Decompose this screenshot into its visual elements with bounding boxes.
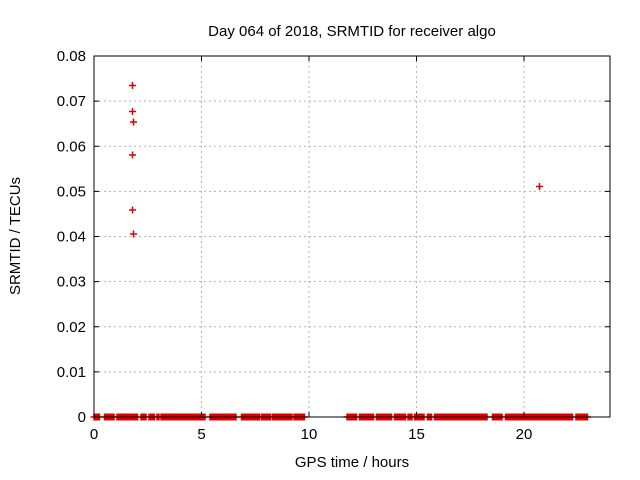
chart-title: Day 064 of 2018, SRMTID for receiver alg…	[208, 23, 496, 40]
y-tick-label: 0.06	[57, 138, 86, 155]
y-tick-label: 0.05	[57, 183, 86, 200]
y-tick-label: 0.04	[57, 229, 86, 246]
data-point-markers	[90, 82, 591, 421]
x-tick-label: 5	[197, 426, 205, 443]
y-tick-label: 0.07	[57, 93, 86, 110]
tick-labels-layer: 0 5 10 15 20 0 0.01 0.02 0.03 0.04 0.05 0.06 0.07 0.0…	[57, 48, 533, 443]
x-tick-label: 15	[408, 426, 425, 443]
axes-layer	[93, 55, 611, 418]
y-tick-label: 0.02	[57, 319, 86, 336]
y-tick-label: 0.03	[57, 274, 86, 291]
data-points-layer	[90, 82, 591, 421]
x-tick-label: 10	[301, 426, 318, 443]
x-tick-label: 0	[90, 426, 98, 443]
y-tick-label: 0.08	[57, 48, 86, 65]
y-axis-label: SRMTID / TECUs	[7, 177, 24, 295]
y-tick-label: 0.01	[57, 364, 86, 381]
x-tick-label: 20	[516, 426, 533, 443]
x-axis-label: GPS time / hours	[295, 454, 409, 471]
plot-border	[93, 55, 611, 418]
gridlines	[94, 56, 610, 417]
y-tick-label: 0	[78, 409, 86, 426]
